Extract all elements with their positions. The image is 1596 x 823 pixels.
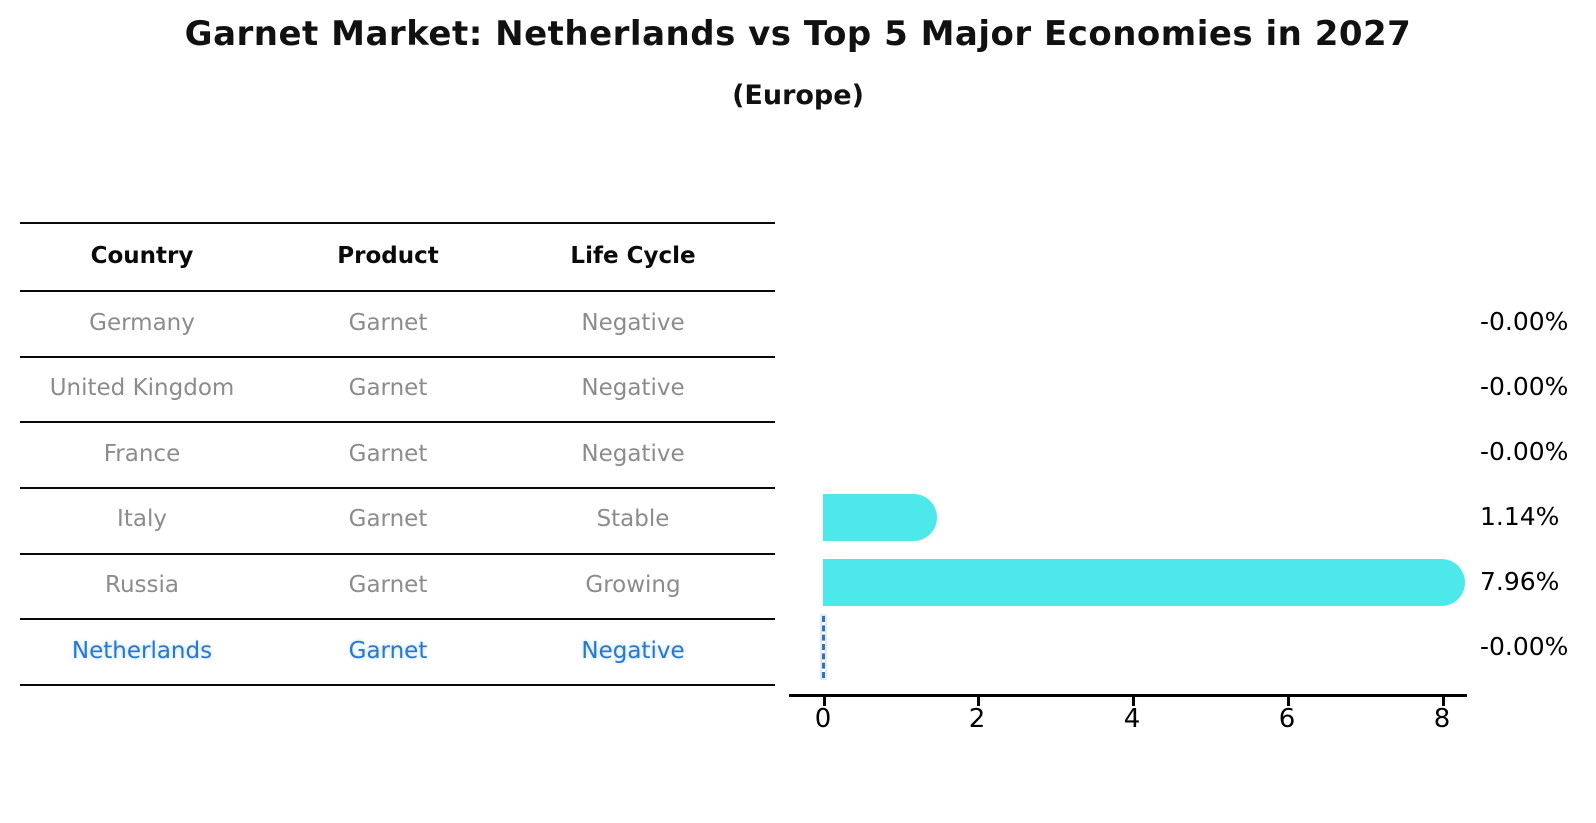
table-cell-product: Garnet <box>348 310 428 336</box>
x-axis-tick-label: 8 <box>1433 704 1451 734</box>
bar-value-label: -0.00% <box>1480 437 1569 466</box>
table-border-bottom <box>20 684 775 686</box>
table-cell-country: United Kingdom <box>49 375 235 401</box>
table-cell-country: Germany <box>89 310 195 336</box>
table-border-top <box>20 222 775 224</box>
table-cell-life-cycle-highlighted: Negative <box>581 638 685 664</box>
row-divider <box>20 421 775 423</box>
comparison-table: Country Product Life Cycle Germany Garne… <box>20 222 775 686</box>
table-cell-life-cycle: Negative <box>581 375 685 401</box>
netherlands-zero-marker <box>822 616 825 678</box>
table-cell-product: Garnet <box>348 506 428 532</box>
x-axis-tick-label: 0 <box>814 704 832 734</box>
x-axis-tick <box>1132 697 1135 706</box>
column-header-product: Product <box>337 243 439 269</box>
table-cell-life-cycle: Negative <box>581 310 685 336</box>
table-cell-country: Russia <box>105 572 179 598</box>
x-axis-tick <box>1442 697 1445 706</box>
x-axis-tick <box>977 697 980 706</box>
bar-value-label: -0.00% <box>1480 372 1569 401</box>
table-cell-product-highlighted: Garnet <box>348 638 428 664</box>
table-cell-country-highlighted: Netherlands <box>71 638 213 664</box>
row-divider <box>20 487 775 489</box>
table-cell-life-cycle: Stable <box>596 506 670 532</box>
bar-value-label: 1.14% <box>1480 502 1560 531</box>
bar-value-label: 7.96% <box>1480 567 1560 596</box>
table-cell-life-cycle: Growing <box>585 572 681 598</box>
x-axis-tick <box>1287 697 1290 706</box>
bar-value-label: -0.00% <box>1480 307 1569 336</box>
row-divider <box>20 356 775 358</box>
table-cell-country: Italy <box>117 506 167 532</box>
bar-russia <box>823 558 1466 606</box>
table-cell-country: France <box>103 441 181 467</box>
row-divider <box>20 553 775 555</box>
chart-subtitle: (Europe) <box>732 80 864 111</box>
x-axis-tick-label: 2 <box>968 704 986 734</box>
table-cell-life-cycle: Negative <box>581 441 685 467</box>
table-cell-product: Garnet <box>348 375 428 401</box>
x-axis-line <box>789 694 1467 697</box>
bar-chart: 0 2 4 6 8 -0.00% -0.00% -0.00% 1.14% 7.9… <box>789 290 1596 760</box>
chart-title: Garnet Market: Netherlands vs Top 5 Majo… <box>184 14 1412 54</box>
table-cell-product: Garnet <box>348 441 428 467</box>
table-header-divider <box>20 290 775 292</box>
row-divider <box>20 618 775 620</box>
x-axis-tick-label: 4 <box>1123 704 1141 734</box>
x-axis-tick-label: 6 <box>1278 704 1296 734</box>
column-header-country: Country <box>90 243 194 269</box>
x-axis-tick <box>823 697 826 706</box>
bar-value-label: -0.00% <box>1480 632 1569 661</box>
table-cell-product: Garnet <box>348 572 428 598</box>
bar-italy <box>823 493 938 541</box>
column-header-life-cycle: Life Cycle <box>570 243 696 269</box>
